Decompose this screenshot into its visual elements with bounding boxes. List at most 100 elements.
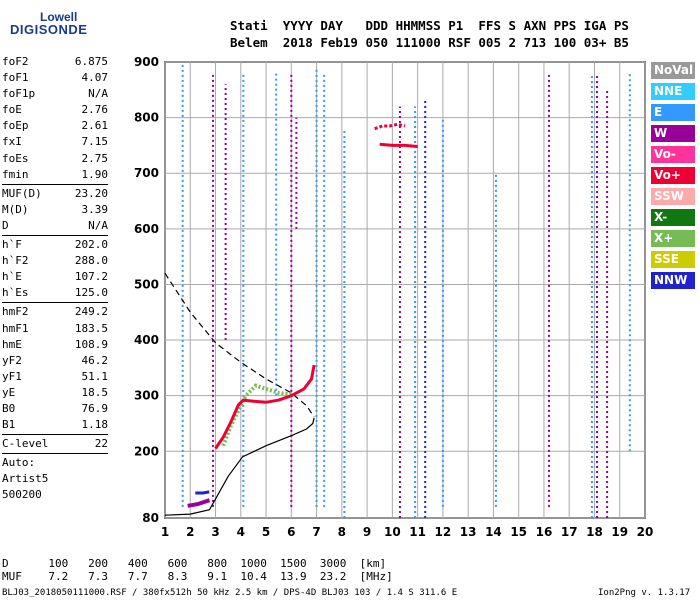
auto-scaling-line: 500200 <box>2 488 42 502</box>
param-value: 1.90 <box>81 167 109 181</box>
trace-second-hop-b <box>379 142 418 148</box>
header-value-10: 03+ <box>583 35 614 50</box>
header-value-9: 100 <box>553 35 584 50</box>
legend-item-nne: NNE <box>651 83 695 100</box>
param-row: M(D) 3.39 <box>2 202 108 218</box>
y-tick-label: 300 <box>134 389 159 403</box>
y-tick-label: 500 <box>134 277 159 291</box>
param-row: C-level 22 <box>2 436 108 452</box>
auto-scaling-line: Artist5 <box>2 472 49 486</box>
param-name: fxI <box>2 135 22 149</box>
param-name: B0 <box>2 401 16 415</box>
param-row: foF2 6.875 <box>2 54 108 70</box>
param-value: 46.2 <box>81 353 109 367</box>
logo-lowell: Lowell <box>40 10 78 24</box>
x-tick-label: 9 <box>363 525 371 539</box>
param-row: D N/A <box>2 218 108 234</box>
x-tick-label: 14 <box>485 525 502 539</box>
header-value-1: 2018 <box>282 35 321 50</box>
header-value-3: 050 <box>365 35 396 50</box>
param-value: 22 <box>94 437 108 451</box>
param-value: 7.15 <box>81 135 109 149</box>
param-value: 23.20 <box>74 186 108 200</box>
header-value-4: 111000 <box>395 35 449 50</box>
param-value: 125.0 <box>74 286 108 300</box>
header-value-0: Belem <box>230 35 283 50</box>
x-tick-label: 16 <box>536 525 553 539</box>
header-label-3: DDD <box>365 18 396 33</box>
param-value: 51.1 <box>81 369 109 383</box>
y-tick-label: 80 <box>142 511 159 525</box>
param-row: foEs 2.75 <box>2 151 108 167</box>
header-value-5: RSF <box>448 35 479 50</box>
y-tick-label: 600 <box>134 222 159 236</box>
y-tick-label: 200 <box>134 444 159 458</box>
header-label-9: PPS <box>553 18 584 33</box>
legend-item-w: W <box>651 125 695 142</box>
param-name: foF1 <box>2 71 29 85</box>
header-label-1: YYYY <box>282 18 321 33</box>
param-name: D <box>2 218 9 232</box>
param-row: h`E 107.2 <box>2 269 108 285</box>
param-name: h`Es <box>2 286 29 300</box>
plot-frame <box>164 61 646 519</box>
param-row: foE 2.76 <box>2 102 108 118</box>
param-row: hmF1 183.5 <box>2 321 108 337</box>
header-values: Belem 2018 Feb19 050 111000 RSF 005 2 71… <box>230 35 636 50</box>
param-name: C-level <box>2 437 49 451</box>
x-tick-label: 12 <box>435 525 452 539</box>
x-tick-label: 11 <box>409 525 426 539</box>
logo-digisonde: DIGISONDE <box>10 22 88 37</box>
legend-item-x: X- <box>651 209 695 226</box>
polarization-legend: NoVal NNE E W Vo- Vo+ SSW X- X+ SSE NNW <box>651 62 695 293</box>
auto-scaling-line: Auto: <box>2 456 36 470</box>
header-label-6: FFS <box>478 18 509 33</box>
param-name: hmE <box>2 337 22 351</box>
param-value: N/A <box>88 218 108 232</box>
header-value-2: Feb19 <box>320 35 366 50</box>
legend-item-ssw: SSW <box>651 188 695 205</box>
parameter-panel: foF2 6.875 foF1 4.07 foF1p N/A foE 2.76 foEp 2.61… <box>2 54 108 504</box>
header-label-4: HHMMSS <box>395 18 449 33</box>
param-name: hmF1 <box>2 321 29 335</box>
param-name: B1 <box>2 418 16 432</box>
param-value: 3.39 <box>81 202 109 216</box>
trace-f-x <box>221 383 292 447</box>
param-row: h`F 202.0 <box>2 237 108 253</box>
param-name: h`F2 <box>2 254 29 268</box>
header-label-8: AXN <box>523 18 554 33</box>
footer-version: Ion2Png v. 1.3.17 <box>598 588 691 598</box>
param-row: hmE 108.9 <box>2 337 108 353</box>
legend-item-vo: Vo+ <box>651 167 695 184</box>
footer-muf-row: MUF 7.2 7.3 7.7 8.3 9.1 10.4 13.9 23.2 [… <box>2 570 393 583</box>
y-tick-label: 900 <box>134 55 159 69</box>
trace-es <box>195 490 210 495</box>
param-separator <box>2 235 108 237</box>
legend-item-e: E <box>651 104 695 121</box>
param-row: hmF2 249.2 <box>2 304 108 320</box>
header-label-11: PS <box>613 18 637 33</box>
footer-file-info: BLJ03_2018050111000.RSF / 380fx512h 50 k… <box>2 588 458 598</box>
profile-dashed-curve <box>164 272 315 418</box>
param-value: N/A <box>88 87 108 101</box>
param-value: 2.61 <box>81 119 109 133</box>
param-value: 202.0 <box>74 238 108 252</box>
x-tick-label: 20 <box>637 525 654 539</box>
header-label-10: IGA <box>583 18 614 33</box>
param-row: foEp 2.61 <box>2 118 108 134</box>
param-name: MUF(D) <box>2 186 42 200</box>
x-tick-label: 19 <box>611 525 628 539</box>
header-value-11: B5 <box>613 35 637 50</box>
trace-e <box>187 498 211 508</box>
header-value-7: 2 <box>508 35 524 50</box>
param-row: B0 76.9 <box>2 401 108 417</box>
param-row: foF1p N/A <box>2 86 108 102</box>
header-value-6: 005 <box>478 35 509 50</box>
param-name: foF1p <box>2 87 36 101</box>
param-row: h`F2 288.0 <box>2 253 108 269</box>
param-separator <box>2 434 108 436</box>
param-value: 4.07 <box>81 71 109 85</box>
param-name: yE <box>2 385 16 399</box>
param-name: h`F <box>2 238 22 252</box>
param-name: h`E <box>2 270 22 284</box>
